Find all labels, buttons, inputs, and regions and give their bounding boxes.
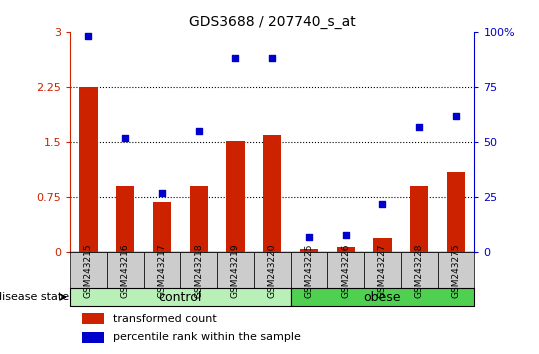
Text: GSM243218: GSM243218 (194, 243, 203, 298)
Text: percentile rank within the sample: percentile rank within the sample (113, 332, 300, 342)
Bar (364, 252, 401, 288)
Bar (291, 252, 327, 288)
Text: obese: obese (364, 291, 401, 303)
Text: GSM243225: GSM243225 (305, 243, 314, 297)
Point (305, 234, 313, 240)
Bar (447, 172, 465, 252)
Bar (116, 186, 134, 252)
Text: transformed count: transformed count (113, 314, 216, 324)
Bar (401, 252, 438, 288)
Bar (291, 288, 474, 306)
Text: control: control (158, 291, 202, 303)
Bar (217, 252, 254, 288)
Bar (190, 186, 208, 252)
Text: GSM243216: GSM243216 (121, 243, 130, 298)
Text: disease state: disease state (0, 292, 70, 302)
Text: GSM243215: GSM243215 (84, 243, 93, 298)
Bar (300, 250, 318, 252)
Bar (263, 135, 281, 252)
Text: GSM243227: GSM243227 (378, 243, 387, 297)
Bar (438, 252, 474, 288)
Point (195, 128, 203, 134)
Bar (82, 313, 105, 324)
Point (378, 201, 387, 207)
Bar (327, 252, 364, 288)
Point (415, 124, 424, 130)
Point (341, 232, 350, 238)
Point (268, 56, 277, 61)
Text: GSM243219: GSM243219 (231, 243, 240, 298)
Bar (143, 252, 181, 288)
Point (121, 135, 129, 141)
Point (84, 33, 93, 39)
Bar (254, 252, 291, 288)
Title: GDS3688 / 207740_s_at: GDS3688 / 207740_s_at (189, 16, 356, 29)
Point (157, 190, 166, 196)
Bar (336, 246, 355, 252)
Bar (70, 288, 291, 306)
Point (452, 113, 460, 119)
Text: GSM243220: GSM243220 (268, 243, 277, 297)
Point (231, 56, 240, 61)
Text: GSM243217: GSM243217 (157, 243, 167, 298)
Bar (410, 186, 429, 252)
Bar (181, 252, 217, 288)
Text: GSM243226: GSM243226 (341, 243, 350, 297)
Bar (373, 238, 392, 252)
Bar (82, 332, 105, 343)
Bar (153, 202, 171, 252)
Text: GSM243275: GSM243275 (452, 243, 460, 298)
Bar (79, 87, 98, 252)
Bar (70, 252, 107, 288)
Text: GSM243228: GSM243228 (414, 243, 424, 297)
Bar (226, 141, 245, 252)
Bar (107, 252, 143, 288)
